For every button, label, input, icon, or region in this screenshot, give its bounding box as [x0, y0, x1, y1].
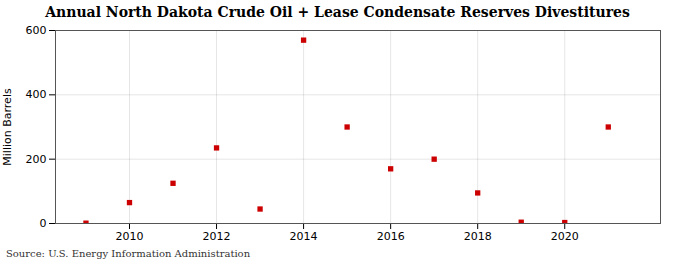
svg-text:2010: 2010: [115, 230, 143, 243]
svg-text:Million Barrels: Million Barrels: [1, 88, 14, 166]
svg-text:2020: 2020: [551, 230, 579, 243]
svg-text:200: 200: [26, 153, 47, 166]
html-text:Annual North Dakota Crude Oil: Annual North Dakota Crude Oil + Lease Co…: [45, 4, 630, 20]
html-text:Source: U.S. Energy Informatio: Source: U.S. Energy Information Administ…: [6, 248, 251, 259]
svg-text:0: 0: [40, 217, 47, 230]
svg-text:2014: 2014: [290, 230, 318, 243]
svg-text:2016: 2016: [377, 230, 405, 243]
svg-text:400: 400: [26, 88, 47, 101]
svg-text:2012: 2012: [203, 230, 231, 243]
svg-text:2018: 2018: [464, 230, 492, 243]
svg-text:600: 600: [26, 24, 47, 37]
